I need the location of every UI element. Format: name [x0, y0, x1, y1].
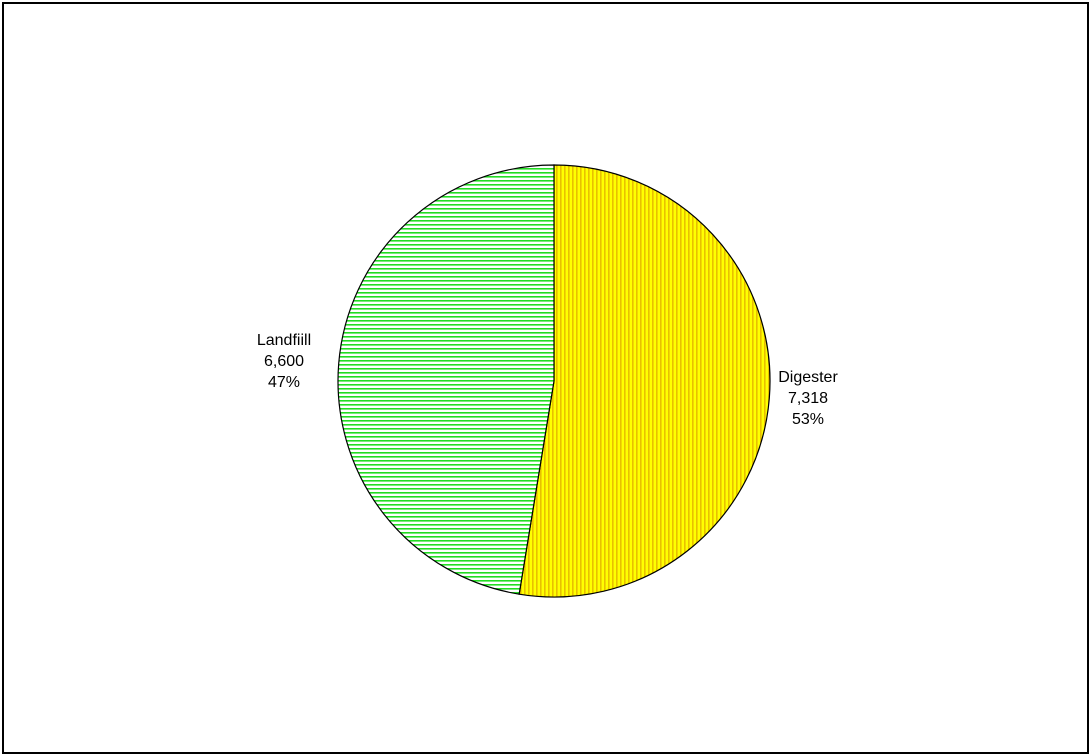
- data-label-landfill: Landfiill 6,600 47%: [244, 330, 324, 393]
- pie-slice-digester: [518, 164, 771, 598]
- data-label-landfill-name: Landfiill: [256, 332, 312, 349]
- data-label-digester: Digester 7,318 53%: [766, 367, 850, 430]
- data-label-landfill-percent: 47%: [267, 374, 301, 391]
- data-label-landfill-value: 6,600: [263, 353, 305, 370]
- data-label-digester-value: 7,318: [787, 390, 829, 407]
- data-label-digester-name: Digester: [778, 369, 838, 386]
- pie-slice-landfiill: [337, 164, 555, 595]
- data-label-digester-percent: 53%: [791, 411, 825, 428]
- pie-chart: [337, 164, 771, 598]
